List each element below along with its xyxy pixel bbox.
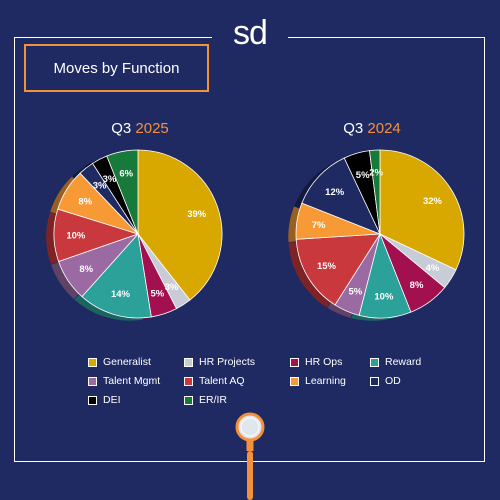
legend-item-hr-ops: HR Ops [290,356,370,368]
legend-item-hr-projects: HR Projects [184,356,290,368]
pie-label-hr-projects: 3% [165,282,179,293]
pie-slice-generalist [137,149,223,301]
logo: sd [233,14,268,52]
legend: Generalist HR Projects HR Ops Reward Talent … [88,356,421,406]
legend-item-od: OD [370,375,440,387]
pie-label-od: 12% [325,187,345,198]
legend-label: HR Projects [199,356,256,368]
legend-swatch [88,376,97,386]
pie-label-talent-aq: 10% [66,230,86,241]
pie-chart-2024: 32%4%8%10%5%15%7%12%5% 2% [287,149,465,322]
magnifying-glass-icon [235,412,265,500]
pie-chart-2025: 39%3%5%14%8%10%8%3%3%6% [45,149,223,322]
logo-gap [212,20,288,56]
pie-label-talent-aq: 15% [317,261,337,272]
pie-label-generalist: 32% [423,196,443,207]
chart-title-prefix: Q3 [343,120,364,137]
legend-item-talent-aq: Talent AQ [184,375,290,387]
legend-item-learning: Learning [290,375,370,387]
chart-title-year: 2024 [367,120,401,137]
pie-label-reward: 14% [111,289,131,300]
pie-label-hr-projects: 4% [426,263,440,274]
pie-slice-generalist [379,149,465,271]
legend-label: ER/IR [199,394,228,406]
legend-item-reward: Reward [370,356,440,368]
chart-title-2024: Q3 2024 [272,120,472,137]
legend-item-talent-mgmt: Talent Mgmt [88,375,184,387]
pie-label-dei: 5% [356,170,370,181]
legend-swatch [88,357,97,367]
pie-label-hr-ops: 5% [151,289,165,300]
legend-swatch [184,357,193,367]
legend-label: Learning [305,375,346,387]
pie-slice-reward [81,233,152,319]
pie-label-talent-mgmt: 5% [348,287,362,298]
legend-item-generalist: Generalist [88,356,184,368]
pie-label-reward: 10% [374,292,394,303]
legend-swatch [290,376,299,386]
chart-title-prefix: Q3 [111,120,132,137]
legend-item-er-ir: ER/IR [184,394,290,406]
legend-label: HR Ops [305,356,343,368]
pie-slice-od [301,157,381,235]
legend-swatch [370,376,379,386]
pie-slice-er-ir [369,149,381,235]
pie-label-er-ir: 2% [369,167,383,178]
legend-swatch [184,376,193,386]
page-title-text: Moves by Function [53,59,180,77]
pie-slice-er-ir [106,149,139,235]
pie-label-od: 3% [93,181,107,192]
pie-label-talent-mgmt: 8% [79,264,93,275]
pie-label-er-ir: 6% [119,168,133,179]
pie-label-dei: 3% [103,174,117,185]
legend-label: Talent AQ [199,375,245,387]
legend-label: OD [385,375,401,387]
legend-label: Generalist [103,356,151,368]
pie-label-hr-ops: 8% [410,280,424,291]
pie-label-learning: 7% [312,220,326,231]
legend-item-dei: DEI [88,394,184,406]
legend-swatch [184,395,193,405]
legend-swatch [290,357,299,367]
pie-slice-talent-aq [295,233,381,306]
legend-swatch [88,395,97,405]
chart-title-year: 2025 [135,120,169,137]
legend-label: Talent Mgmt [103,375,161,387]
pie-label-generalist: 39% [187,209,207,220]
legend-label: DEI [103,394,121,406]
pie-label-learning: 8% [78,197,92,208]
legend-swatch [370,357,379,367]
page-title: Moves by Function [24,44,209,92]
legend-label: Reward [385,356,422,368]
chart-title-2025: Q3 2025 [40,120,240,137]
